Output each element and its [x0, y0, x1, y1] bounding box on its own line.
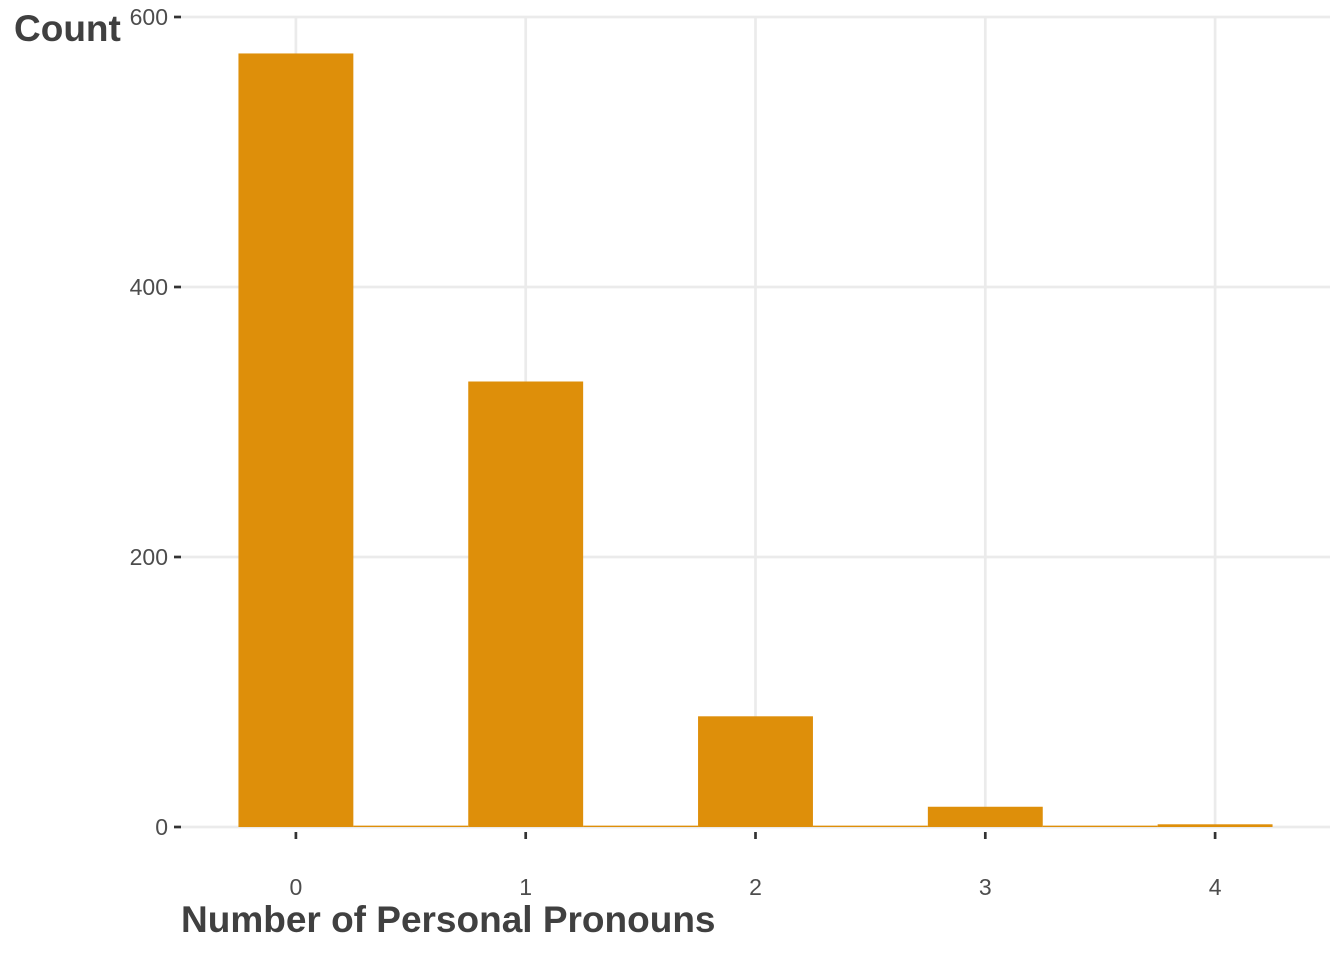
histogram-bar	[238, 53, 354, 827]
histogram-bar	[698, 716, 813, 827]
bars	[238, 53, 1273, 827]
axis-ticks: 0 200 400 600 0 1 2 3 4	[130, 4, 1222, 900]
x-tick-label: 3	[979, 874, 992, 900]
histogram-bar	[1157, 824, 1273, 827]
histogram-bar	[353, 825, 469, 827]
x-tick-label: 4	[1209, 874, 1222, 900]
x-tick-label: 0	[290, 874, 303, 900]
histogram-bar	[812, 825, 928, 827]
y-tick-label: 0	[155, 814, 168, 840]
x-tick-label: 1	[519, 874, 532, 900]
y-tick-label: 400	[130, 274, 168, 300]
histogram-bar	[583, 825, 699, 827]
histogram-bar	[1042, 825, 1158, 827]
x-axis-title: Number of Personal Pronouns	[181, 899, 716, 940]
histogram-bar	[468, 381, 584, 827]
y-tick-label: 200	[130, 544, 168, 570]
x-tick-label: 2	[749, 874, 762, 900]
y-axis-title: Count	[14, 8, 121, 49]
y-tick-label: 600	[130, 4, 168, 30]
histogram-bar	[927, 806, 1043, 827]
